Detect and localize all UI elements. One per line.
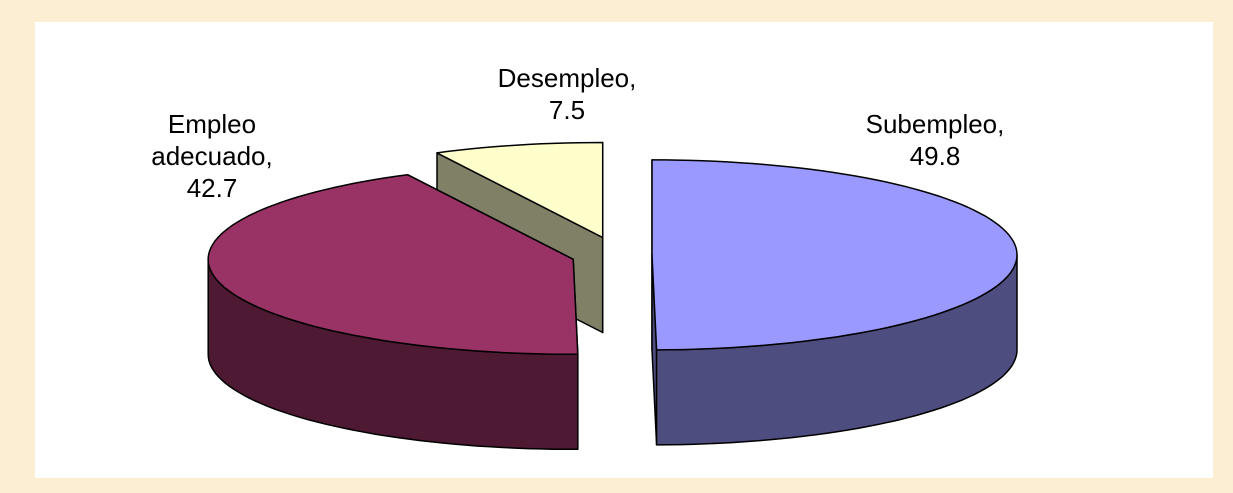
label-name: Subempleo <box>865 109 998 139</box>
slice <box>651 159 1018 351</box>
slice <box>436 141 604 239</box>
data-label: Subempleo, 49.8 <box>835 108 1035 172</box>
label-name: Desempleo <box>497 63 630 93</box>
label-name-line: Subempleo, <box>835 108 1035 140</box>
data-label: Desempleo, 7.5 <box>467 62 667 126</box>
label-separator: , <box>997 109 1005 139</box>
label-value: 42.7 <box>186 173 238 203</box>
label-name-line: Empleo adecuado, <box>132 108 292 172</box>
label-value: 7.5 <box>548 95 586 125</box>
label-name-line: Desempleo, <box>467 62 667 94</box>
label-separator: , <box>265 141 273 171</box>
label-name: Empleo adecuado <box>151 109 266 171</box>
label-separator: , <box>629 63 637 93</box>
label-value: 49.8 <box>909 141 961 171</box>
slice <box>207 173 579 356</box>
data-label: Empleo adecuado, 42.7 <box>132 108 292 204</box>
